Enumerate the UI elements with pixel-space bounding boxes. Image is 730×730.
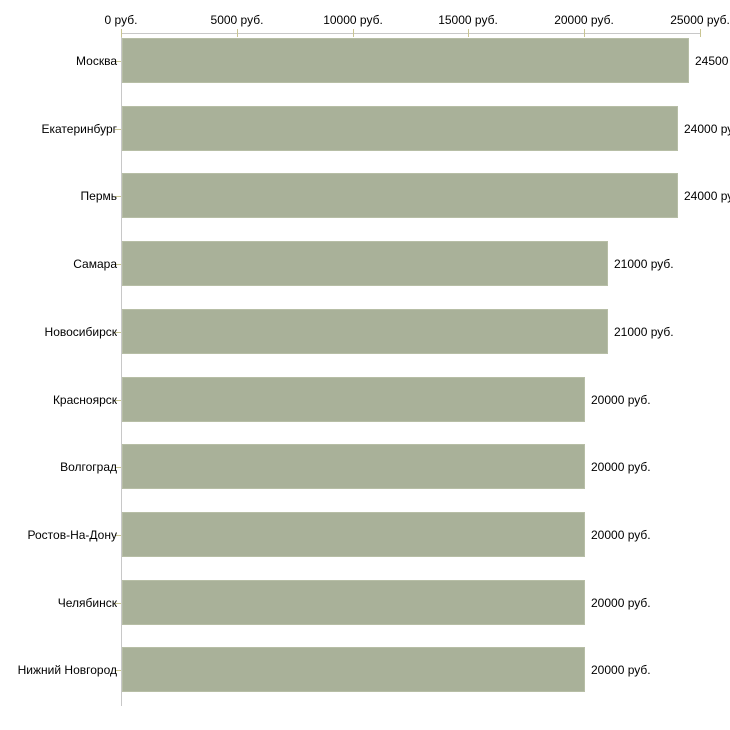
y-tick-mark bbox=[115, 332, 121, 333]
y-tick-mark bbox=[115, 400, 121, 401]
x-axis-line bbox=[121, 33, 701, 34]
y-tick-mark bbox=[115, 196, 121, 197]
category-label: Волгоград bbox=[60, 460, 117, 474]
x-tick-mark bbox=[468, 29, 469, 37]
value-label: 20000 руб. bbox=[591, 460, 651, 474]
value-label: 20000 руб. bbox=[591, 596, 651, 610]
y-tick-mark bbox=[115, 603, 121, 604]
y-tick-mark bbox=[115, 264, 121, 265]
bar bbox=[122, 377, 585, 422]
category-label: Пермь bbox=[80, 189, 117, 203]
category-label: Ростов-На-Дону bbox=[27, 528, 117, 542]
x-tick-mark bbox=[700, 29, 701, 37]
x-tick-label: 20000 руб. bbox=[554, 13, 614, 27]
bar bbox=[122, 38, 689, 83]
bar bbox=[122, 241, 608, 286]
value-label: 20000 руб. bbox=[591, 663, 651, 677]
value-label: 24000 руб. bbox=[684, 189, 730, 203]
y-tick-mark bbox=[115, 467, 121, 468]
y-axis-line bbox=[121, 33, 122, 706]
category-label: Самара bbox=[73, 257, 117, 271]
bar bbox=[122, 512, 585, 557]
category-label: Красноярск bbox=[52, 393, 117, 407]
category-label: Москва bbox=[76, 54, 117, 68]
bar bbox=[122, 580, 585, 625]
y-tick-mark bbox=[115, 61, 121, 62]
y-tick-mark bbox=[115, 535, 121, 536]
value-label: 20000 руб. bbox=[591, 393, 651, 407]
bar bbox=[122, 309, 608, 354]
x-tick-mark bbox=[121, 29, 122, 37]
category-label: Нижний Новгород bbox=[17, 663, 117, 677]
category-label: Новосибирск bbox=[44, 325, 117, 339]
y-tick-mark bbox=[115, 670, 121, 671]
x-tick-label: 0 руб. bbox=[104, 13, 138, 27]
bar bbox=[122, 647, 585, 692]
category-label: Екатеринбург bbox=[41, 122, 118, 136]
x-tick-label: 15000 руб. bbox=[438, 13, 498, 27]
value-label: 21000 руб. bbox=[614, 325, 674, 339]
x-tick-label: 10000 руб. bbox=[323, 13, 383, 27]
bar bbox=[122, 444, 585, 489]
category-label: Челябинск bbox=[57, 596, 117, 610]
x-tick-mark bbox=[584, 29, 585, 37]
value-label: 21000 руб. bbox=[614, 257, 674, 271]
bar bbox=[122, 173, 678, 218]
x-tick-label: 25000 руб. bbox=[670, 13, 730, 27]
value-label: 24500 руб. bbox=[695, 54, 730, 68]
value-label: 20000 руб. bbox=[591, 528, 651, 542]
x-tick-label: 5000 руб. bbox=[210, 13, 264, 27]
x-tick-mark bbox=[353, 29, 354, 37]
x-tick-mark bbox=[237, 29, 238, 37]
bar bbox=[122, 106, 678, 151]
y-tick-mark bbox=[115, 129, 121, 130]
value-label: 24000 руб. bbox=[684, 122, 730, 136]
